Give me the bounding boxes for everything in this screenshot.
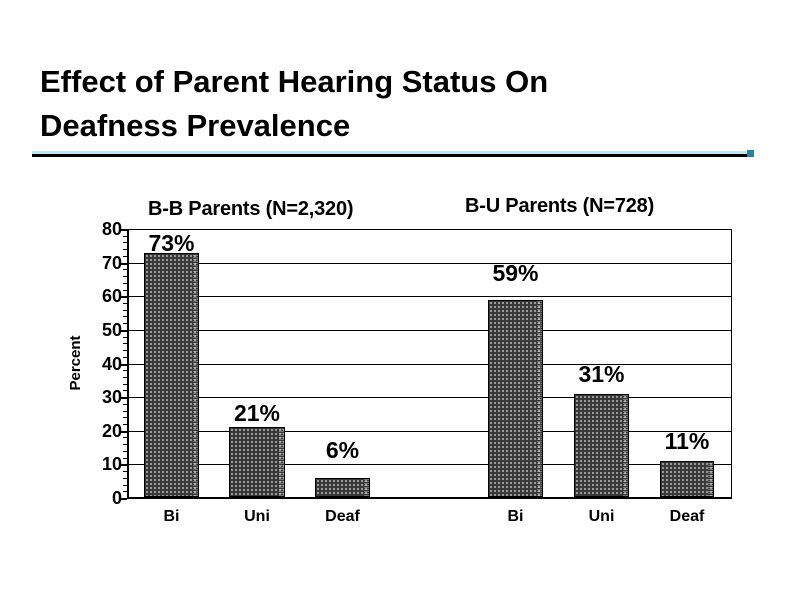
y-axis-major-tick [120,229,127,231]
y-axis-tick-label: 10 [101,454,122,474]
y-axis-tick-label: 30 [101,387,122,407]
bar-value-label: 6% [325,437,360,463]
y-axis-minor-tick [123,471,127,472]
slide-title: Effect of Parent Hearing Status On Deafn… [40,60,740,148]
y-axis-minor-tick [123,444,127,445]
divider-black-line [32,154,748,157]
bar-value-label: 59% [492,260,539,286]
bar-value-label: 73% [148,230,195,256]
y-axis-minor-tick [123,411,127,412]
y-axis-tick-label: 70 [101,253,122,273]
category-label: Bi [507,508,524,525]
gridline [129,330,732,331]
gridline [129,364,732,365]
y-axis-major-tick [120,263,127,265]
y-axis-minor-tick [123,491,127,492]
plot-right-border [731,229,732,499]
y-axis-minor-tick [123,276,127,277]
y-axis-minor-tick [123,323,127,324]
y-axis-minor-tick [123,343,127,344]
y-axis-major-tick [120,296,127,298]
y-axis-major-tick [120,397,127,399]
y-axis-tick-label: 50 [101,320,122,340]
y-axis-minor-tick [123,370,127,371]
slide-title-line2: Deafness Prevalence [40,108,351,143]
bar-bi-bb [144,253,199,497]
gridline [129,431,732,432]
y-axis-minor-tick [123,316,127,317]
y-axis-minor-tick [123,269,127,270]
y-axis-major-tick [120,464,127,466]
divider-blue-line [32,151,748,154]
bar-value-label: 11% [664,428,710,454]
bar-deaf-bb [315,478,370,497]
group-header: B-B Parents (N=2,320) [148,198,354,220]
y-axis-minor-tick [123,283,127,284]
y-axis-minor-tick [123,390,127,391]
y-axis-tick-label: 40 [101,354,122,374]
y-axis-major-tick [120,364,127,366]
y-axis-minor-tick [123,417,127,418]
gridline [129,397,732,398]
gridline [129,263,732,264]
y-axis-minor-tick [123,242,127,243]
bar-bi-bu [488,300,543,497]
y-axis-tick-label: 60 [101,286,122,306]
y-axis-tick-label: 80 [101,219,122,239]
category-label: Uni [588,508,615,525]
y-axis-major-tick [120,431,127,433]
title-divider [32,150,754,157]
x-axis-line [127,497,732,499]
bar-value-label: 31% [578,361,625,387]
category-label: Deaf [669,508,705,525]
y-axis-minor-tick [123,451,127,452]
y-axis-minor-tick [123,236,127,237]
y-axis-tick-label: 0 [111,488,122,508]
divider-end-cap [747,150,754,157]
y-axis-minor-tick [123,350,127,351]
category-label: Bi [163,508,180,525]
y-axis-minor-tick [123,337,127,338]
y-axis-minor-tick [123,458,127,459]
y-axis-minor-tick [123,437,127,438]
slide-title-line1: Effect of Parent Hearing Status On [40,64,549,99]
y-axis-tick-label: 20 [101,421,122,441]
y-axis-major-tick [120,330,127,332]
plot-top-border [127,229,732,230]
gridline [129,296,732,297]
category-label: Deaf [325,508,360,525]
y-axis-minor-tick [123,357,127,358]
group-header: B-U Parents (N=728) [465,195,655,217]
bar-uni-bu [574,394,629,497]
y-axis-minor-tick [123,377,127,378]
y-axis-minor-tick [123,256,127,257]
y-axis-minor-tick [123,249,127,250]
bar-uni-bb [229,427,285,497]
gridline [129,464,732,465]
y-axis-minor-tick [123,384,127,385]
y-axis-minor-tick [123,424,127,425]
bar-deaf-bu [660,461,714,497]
y-axis-minor-tick [123,310,127,311]
y-axis-major-tick [120,498,127,500]
y-axis-minor-tick [123,404,127,405]
y-axis-minor-tick [123,303,127,304]
y-axis-line [127,229,129,499]
y-axis-minor-tick [123,290,127,291]
bar-value-label: 21% [233,400,281,426]
category-label: Uni [244,508,270,525]
y-axis-minor-tick [123,478,127,479]
y-axis-minor-tick [123,485,127,486]
